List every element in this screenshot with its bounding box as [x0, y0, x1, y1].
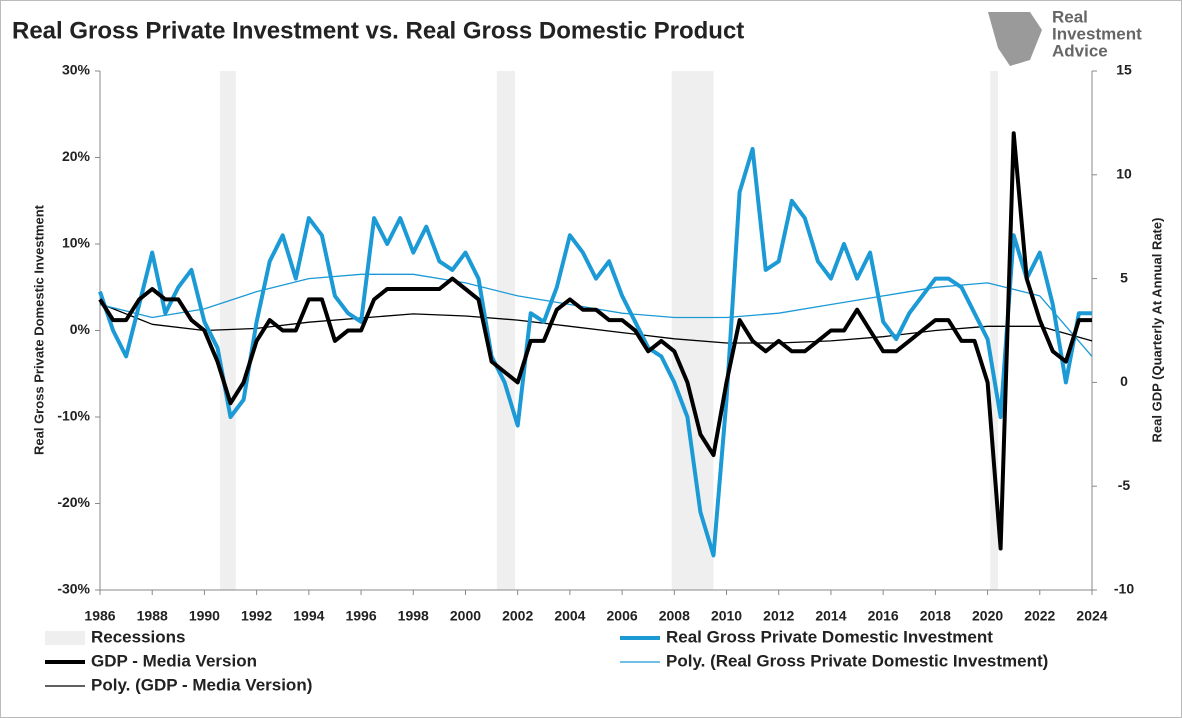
logo-text: Investment: [1052, 24, 1142, 43]
x-tick-label: 2016: [868, 608, 899, 624]
legend-label: Recessions: [91, 627, 186, 646]
chart-title: Real Gross Private Investment vs. Real G…: [12, 17, 744, 44]
recession-band: [990, 71, 999, 590]
y-axis-label: Real Gross Private Domestic Investment: [31, 204, 46, 455]
y2-tick-label: 5: [1120, 269, 1128, 285]
legend-label: Real Gross Private Domestic Investment: [666, 627, 993, 646]
legend-label: Poly. (GDP - Media Version): [91, 675, 312, 694]
legend-swatch: [45, 631, 85, 645]
x-tick-label: 2024: [1076, 608, 1107, 624]
logo: Real Investment Advice: [988, 7, 1142, 66]
x-tick-label: 2002: [502, 608, 533, 624]
y-tick-label: -10%: [57, 408, 90, 424]
x-tick-label: 2022: [1024, 608, 1055, 624]
x-tick-label: 1986: [84, 608, 115, 624]
legend-label: Poly. (Real Gross Private Domestic Inves…: [666, 651, 1048, 670]
logo-icon: [988, 12, 1042, 66]
recession-band: [671, 71, 714, 590]
x-tick-label: 2010: [711, 608, 742, 624]
x-tick-label: 2008: [659, 608, 690, 624]
y2-tick-label: 0: [1120, 373, 1128, 389]
recession-band: [496, 71, 516, 590]
x-tick-label: 2000: [450, 608, 481, 624]
series-line: [98, 146, 1092, 558]
x-tick-label: 1992: [241, 608, 272, 624]
y2-tick-label: 15: [1116, 62, 1132, 78]
y2-tick-label: 10: [1116, 166, 1132, 182]
y2-tick-label: -10: [1114, 581, 1134, 597]
y2-tick-label: -5: [1118, 477, 1131, 493]
x-tick-label: 1998: [398, 608, 429, 624]
y-tick-label: -20%: [57, 494, 90, 510]
x-tick-label: 1994: [293, 608, 324, 624]
series-line: [98, 131, 1092, 551]
x-tick-label: 2012: [763, 608, 794, 624]
x-tick-label: 2018: [920, 608, 951, 624]
y-tick-label: 30%: [62, 62, 91, 78]
x-tick-label: 2020: [972, 608, 1003, 624]
x-tick-label: 1988: [137, 608, 168, 624]
recession-band: [220, 71, 236, 590]
x-tick-label: 2014: [815, 608, 846, 624]
logo-text: Advice: [1052, 41, 1108, 60]
x-tick-label: 1996: [345, 608, 376, 624]
x-tick-label: 2006: [607, 608, 638, 624]
y-tick-label: 20%: [62, 148, 91, 164]
legend-label: GDP - Media Version: [91, 651, 257, 670]
logo-text: Real: [1052, 7, 1088, 26]
y-tick-label: 10%: [62, 235, 91, 251]
x-tick-label: 2004: [554, 608, 585, 624]
x-tick-label: 1990: [189, 608, 220, 624]
y2-axis-label: Real GDP (Quarterly At Annual Rate): [1149, 218, 1164, 443]
y-tick-label: -30%: [57, 581, 90, 597]
y-tick-label: 0%: [70, 321, 91, 337]
